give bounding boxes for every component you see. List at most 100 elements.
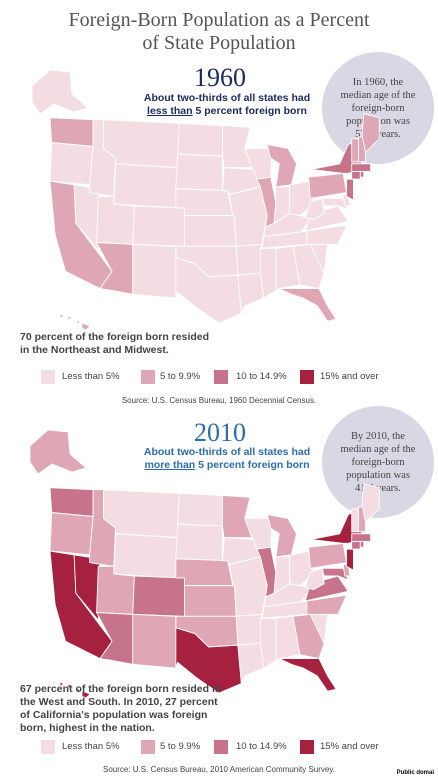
title-line-1: Foreign-Born Population as a Percent	[68, 9, 370, 31]
state-or	[50, 142, 94, 186]
subhead-2010-text-b: 5 percent foreign born	[195, 459, 310, 471]
state-nm	[132, 613, 177, 669]
state-wv	[304, 197, 325, 220]
legend-swatch-5to10	[141, 740, 155, 754]
state-fl	[279, 658, 337, 692]
state-nj	[346, 178, 354, 202]
state-wv	[304, 567, 325, 590]
state-ar	[235, 613, 263, 646]
map-1960	[50, 113, 380, 324]
bubble-1960-line: foreign-born	[351, 102, 405, 114]
state-ar	[235, 243, 263, 276]
state-wa	[50, 487, 94, 518]
state-ks	[184, 585, 237, 617]
state-hi	[81, 322, 91, 330]
subhead-1960: About two-thirds of all states had less …	[127, 92, 327, 118]
state-la	[237, 272, 265, 316]
state-wa	[50, 117, 94, 148]
note-2010-line: 67 percent of the foreign born resided i…	[20, 683, 222, 695]
legend-1960: Less than 5% 5 to 9.9% 10 to 14.9% 15% a…	[0, 368, 438, 386]
state-nc	[306, 594, 348, 615]
legend-swatch-10to15	[214, 740, 228, 754]
state-ma	[351, 533, 372, 542]
state-oh	[289, 180, 315, 217]
state-hi	[81, 690, 91, 698]
state-or	[50, 512, 94, 556]
state-al	[275, 615, 301, 662]
state-ak	[31, 69, 89, 115]
legend-label: Less than 5%	[62, 741, 120, 752]
note-1960-line: 70 percent of the foreign born resided	[20, 331, 210, 343]
state-ri	[359, 170, 365, 178]
note-2010-line: of California's population was foreign	[20, 709, 208, 721]
state-tx	[175, 616, 242, 694]
subhead-2010-text-a: About two-thirds of all states had	[143, 446, 311, 458]
legend-swatch-lt5	[41, 370, 55, 384]
bubble-1960-line: In 1960, the	[352, 76, 404, 88]
state-pa	[308, 542, 348, 569]
state-fl	[279, 288, 337, 322]
bubble-2010-line: foreign-born	[351, 456, 405, 468]
state-vt	[351, 508, 360, 533]
state-me	[361, 113, 380, 154]
state-co	[132, 575, 185, 617]
state-oh	[289, 550, 315, 587]
subhead-1960-text-b: 5 percent foreign born	[192, 105, 307, 117]
legend-label: 15% and over	[320, 741, 379, 752]
state-vt	[351, 138, 360, 163]
legend-label: 10 to 14.9%	[236, 741, 287, 752]
state-mn	[221, 494, 253, 539]
legend-swatch-10to15	[214, 370, 228, 384]
hawaii-1960	[59, 313, 91, 330]
state-mi	[266, 143, 297, 188]
state-nm	[132, 243, 177, 299]
alaska-2010	[29, 429, 87, 475]
state-wy	[113, 163, 179, 209]
year-1960-label: 1960	[194, 63, 246, 92]
bubble-2010-line: population was	[346, 469, 410, 481]
subhead-2010: About two-thirds of all states had more …	[127, 446, 327, 472]
legend-label: 5 to 9.9%	[160, 371, 201, 382]
legend-swatch-lt5	[41, 740, 55, 754]
state-tx	[175, 246, 242, 324]
alaska-1960	[31, 69, 89, 115]
legend-swatch-5to10	[141, 370, 155, 384]
note-1960-line: in the Northeast and Midwest.	[20, 344, 169, 356]
state-nc	[306, 224, 348, 245]
legend-label: Less than 5%	[62, 371, 120, 382]
state-me	[361, 483, 380, 524]
note-2010-line: the West and South. In 2010, 27 percent	[20, 696, 218, 708]
state-ms	[259, 247, 277, 299]
state-nd	[177, 122, 223, 157]
state-hi	[59, 681, 65, 687]
state-hi	[59, 313, 65, 319]
legend-label: 5 to 9.9%	[160, 741, 201, 752]
legend-label: 10 to 14.9%	[236, 371, 287, 382]
note-2010: 67 percent of the foreign born resided i…	[20, 683, 221, 735]
state-hi	[75, 687, 81, 693]
source-1960: Source: U.S. Census Bureau, 1960 Decenni…	[121, 396, 317, 405]
subhead-2010-emphasis: more than	[144, 459, 196, 471]
year-2010-label: 2010	[194, 418, 246, 447]
state-sd	[175, 153, 223, 192]
state-md	[321, 567, 350, 581]
state-pa	[308, 172, 348, 199]
bubble-2010-line: By 2010, the	[351, 430, 405, 442]
state-ri	[359, 540, 365, 548]
state-ks	[184, 215, 237, 247]
state-wy	[113, 533, 179, 579]
state-ct	[351, 540, 361, 550]
state-ma	[351, 163, 372, 172]
state-hi	[67, 683, 73, 689]
state-ct	[351, 170, 361, 180]
state-al	[275, 245, 301, 292]
note-1960: 70 percent of the foreign born resided i…	[20, 331, 209, 357]
state-sd	[175, 523, 223, 562]
subhead-1960-emphasis: less than	[147, 105, 193, 117]
state-hi	[75, 319, 81, 325]
bubble-2010-line: median age of the	[340, 443, 416, 455]
note-2010-line: born, highest in the nation.	[20, 722, 155, 734]
bubble-1960-line: median age of the	[340, 89, 416, 101]
state-mi	[266, 513, 297, 558]
state-co	[132, 205, 185, 247]
